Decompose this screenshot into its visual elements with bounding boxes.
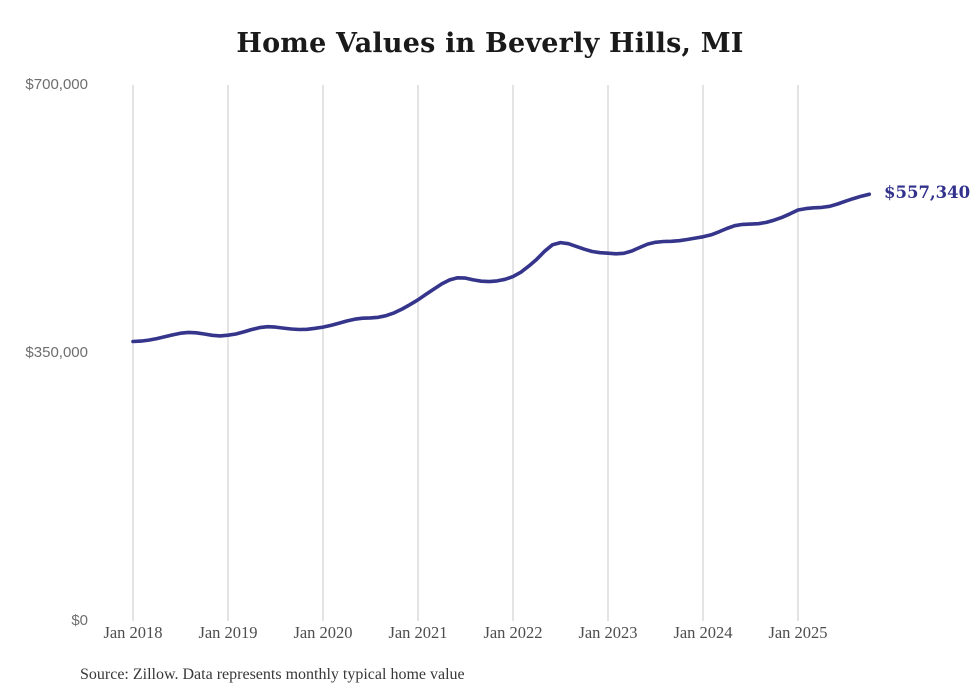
x-axis-tick-label: Jan 2024 [673, 623, 733, 642]
x-axis-tick-label: Jan 2022 [483, 623, 543, 642]
y-axis-tick-label-700k: $700,000 [25, 76, 88, 93]
y-axis-tick-label-350k: $350,000 [25, 344, 88, 361]
x-axis-tick-label: Jan 2025 [768, 623, 828, 642]
latest-value-label: $557,340 [884, 183, 971, 202]
y-axis-tick-label-0: $0 [71, 612, 88, 629]
chart-title: Home Values in Beverly Hills, MI [236, 28, 744, 59]
x-axis-tick-label: Jan 2023 [578, 623, 638, 642]
home-value-line [131, 192, 872, 344]
x-axis-tick-label: Jan 2021 [388, 623, 448, 642]
source-note: Source: Zillow. Data represents monthly … [80, 666, 465, 683]
x-axis-tick-label: Jan 2019 [198, 623, 258, 642]
x-axis-tick-label: Jan 2018 [103, 623, 163, 642]
x-axis-tick-label: Jan 2020 [293, 623, 353, 642]
